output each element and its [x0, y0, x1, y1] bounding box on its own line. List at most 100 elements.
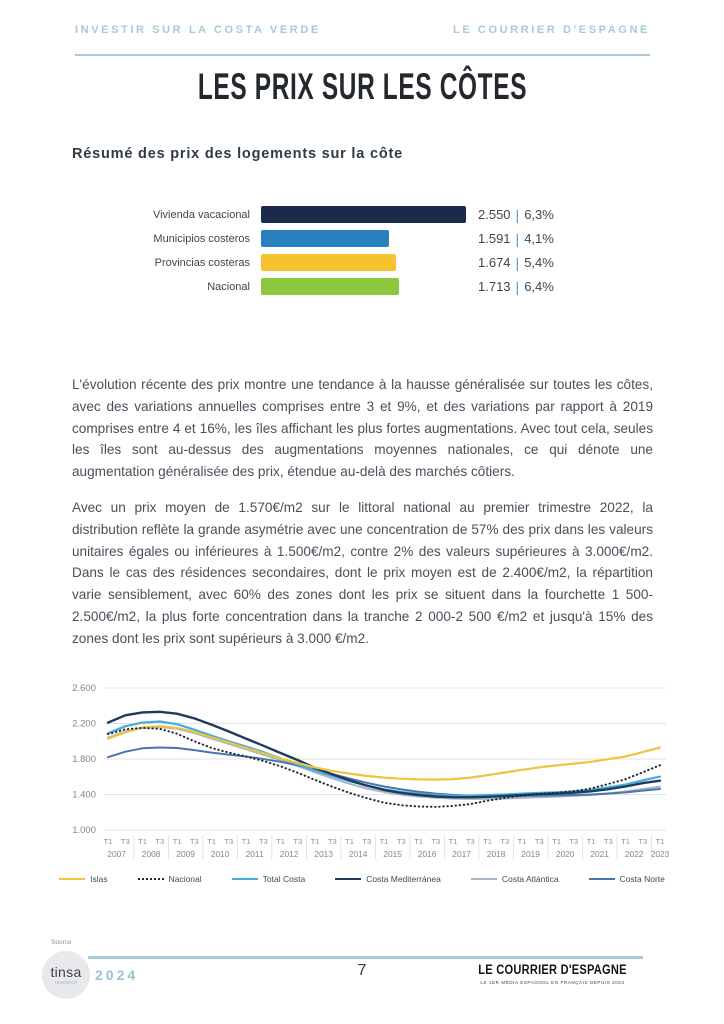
bar-label: Provincias costeras — [154, 256, 250, 269]
x-axis-quarter-label: T1 — [173, 837, 182, 846]
bar-fill — [261, 278, 399, 295]
bar-row: Municipios costeros 1.591 | 4,1% — [138, 230, 554, 247]
x-axis-year-label: 2010 — [211, 849, 230, 859]
x-axis-quarter-label: T1 — [587, 837, 596, 846]
page-number: 7 — [357, 962, 367, 979]
legend-swatch-total-costa — [231, 878, 258, 880]
bar-value: 1.674 | 5,4% — [478, 255, 554, 271]
price-evolution-line-chart: 1.000 1.400 1.800 2.200 2.600 T1 T3 2007 T1 T3 200… — [50, 672, 674, 884]
x-axis-quarter-label: T3 — [293, 837, 302, 846]
y-axis-tick-label: 2.200 — [72, 719, 96, 730]
x-axis-quarter-label: T3 — [224, 837, 233, 846]
legend-item: Costa Atlántica — [470, 874, 559, 884]
y-axis-tick-label: 1.000 — [72, 825, 96, 836]
chart-legend: Islas Nacional Total Costa Costa Mediterrán… — [50, 874, 674, 884]
x-axis-quarter-label: T1 — [656, 837, 665, 846]
x-axis-quarter-label: T1 — [518, 837, 527, 846]
x-axis-year-label: 2012 — [280, 849, 299, 859]
bar-fill — [261, 206, 466, 223]
bar-change-percent: 6,4% — [524, 279, 554, 294]
page-header: INVESTIR SUR LA COSTA VERDE LE COURRIER … — [75, 24, 650, 36]
header-divider — [75, 54, 650, 56]
x-axis-quarter-label: T1 — [380, 837, 389, 846]
bar-label: Nacional — [207, 280, 250, 293]
x-axis-quarter-label: T3 — [604, 837, 613, 846]
x-axis-quarter-label: T1 — [104, 837, 113, 846]
series-line-costa-norte — [107, 746, 661, 798]
x-axis-quarter-label: T3 — [431, 837, 440, 846]
x-axis-year-label: 2009 — [176, 849, 195, 859]
x-axis-quarter-label: T3 — [155, 837, 164, 846]
x-axis-year-label: 2014 — [349, 849, 368, 859]
x-axis-year-label: 2011 — [246, 849, 264, 859]
bar-track — [261, 230, 466, 247]
bar-value-separator: | — [515, 254, 520, 271]
legend-swatch-costa-mediterránea — [335, 878, 362, 880]
body-text: L'évolution récente des prix montre une … — [72, 374, 653, 664]
bar-fill — [261, 254, 396, 271]
legend-label: Costa Mediterránea — [366, 874, 441, 884]
x-axis-quarter-label: T3 — [466, 837, 475, 846]
bar-label: Municipios costeros — [153, 232, 250, 245]
footer-source-label: Source — [51, 939, 72, 946]
footer-year: 2024 — [95, 967, 139, 983]
x-axis-year-label: 2021 — [590, 849, 609, 859]
x-axis-quarter-label: T1 — [483, 837, 492, 846]
x-axis-quarter-label: T1 — [621, 837, 630, 846]
x-axis-year-label: 2018 — [487, 849, 506, 859]
x-axis-quarter-label: T3 — [190, 837, 199, 846]
x-axis-quarter-label: T1 — [449, 837, 458, 846]
bar-value-separator: | — [515, 230, 520, 247]
y-axis-tick-label: 1.400 — [72, 790, 96, 801]
bar-value-number: 1.591 — [478, 231, 511, 246]
x-axis-year-label: 2020 — [556, 849, 575, 859]
header-right-text: LE COURRIER D'ESPAGNE — [453, 24, 650, 36]
footer-brand: LE COURRIER D'ESPAGNE LE 1ER MÉDIA ESPAG… — [462, 961, 643, 985]
legend-label: Islas — [90, 874, 108, 884]
x-axis-quarter-label: T3 — [397, 837, 406, 846]
legend-item: Total Costa — [231, 874, 305, 884]
line-chart-svg: 1.000 1.400 1.800 2.200 2.600 T1 T3 2007 T1 T3 200… — [72, 683, 670, 860]
x-axis-quarter-label: T1 — [414, 837, 423, 846]
bar-track — [261, 206, 466, 223]
x-axis-quarter-label: T1 — [207, 837, 216, 846]
bar-value-number: 1.674 — [478, 255, 511, 270]
legend-item: Islas — [59, 874, 108, 884]
bar-value-number: 1.713 — [478, 279, 511, 294]
x-axis-quarter-label: T1 — [345, 837, 354, 846]
series-line-islas — [106, 725, 662, 781]
x-axis-quarter-label: T3 — [500, 837, 509, 846]
y-axis-tick-label: 1.800 — [72, 754, 96, 765]
x-axis-quarter-label: T3 — [638, 837, 647, 846]
footer-divider — [88, 956, 643, 959]
series-line-nacional — [107, 726, 661, 808]
x-axis-quarter-label: T3 — [121, 837, 130, 846]
tinsa-logo-subtext: research — [54, 979, 78, 986]
legend-item: Costa Norte — [588, 874, 665, 884]
x-axis-quarter-label: T3 — [328, 837, 337, 846]
x-axis-quarter-label: T1 — [311, 837, 320, 846]
bar-fill — [261, 230, 389, 247]
x-axis-year-label: 2013 — [314, 849, 333, 859]
bar-row: Nacional 1.713 | 6,4% — [138, 278, 554, 295]
tinsa-logo-text: tinsa — [50, 963, 82, 980]
legend-swatch-nacional — [137, 878, 164, 880]
bar-row: Provincias costeras 1.674 | 5,4% — [138, 254, 554, 271]
bar-track — [261, 278, 466, 295]
x-axis-quarter-label: T1 — [242, 837, 251, 846]
x-axis-quarter-label: T1 — [276, 837, 285, 846]
x-axis-year-label: 2008 — [142, 849, 161, 859]
x-axis-quarter-label: T1 — [552, 837, 561, 846]
header-left-text: INVESTIR SUR LA COSTA VERDE — [75, 24, 321, 36]
bar-value-separator: | — [515, 206, 520, 223]
bar-value: 2.550 | 6,3% — [478, 207, 554, 223]
tinsa-research-logo: tinsa research — [42, 951, 90, 999]
bar-label: Vivienda vacacional — [152, 208, 250, 221]
legend-swatch-islas — [59, 878, 86, 880]
series-line-costa-mediterránea — [106, 710, 662, 799]
x-axis-year-label: 2017 — [452, 849, 471, 859]
paragraph: Avec un prix moyen de 1.570€/m2 sur le l… — [72, 499, 653, 646]
bar-change-percent: 6,3% — [524, 207, 554, 222]
bar-change-percent: 5,4% — [524, 255, 554, 270]
